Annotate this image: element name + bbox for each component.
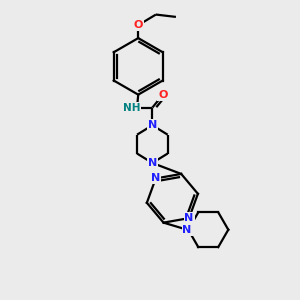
Text: N: N [184,213,194,223]
Text: NH: NH [123,103,141,112]
Text: N: N [182,225,192,235]
Text: N: N [148,158,157,168]
Text: O: O [158,90,168,100]
Text: N: N [148,120,157,130]
Text: O: O [134,20,143,30]
Text: N: N [151,173,160,183]
